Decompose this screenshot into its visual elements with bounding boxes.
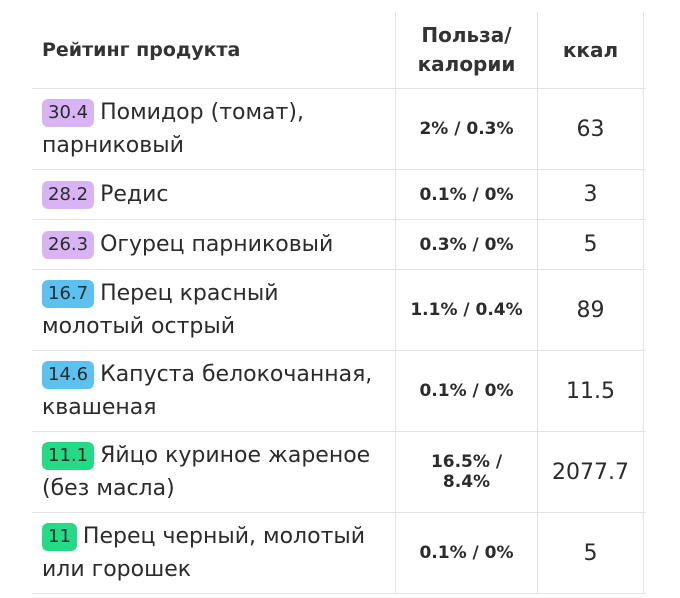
kcal-cell: 11.5 [538,351,644,431]
kcal-cell: 2077.7 [538,432,644,512]
kcal-cell: 89 [538,270,644,350]
ratio-cell: 2% / 0.3% [396,89,538,169]
product-cell: 11.1 Яйцо куриное жареное (без масла) [32,432,396,512]
rating-badge: 26.3 [42,231,95,259]
kcal-cell: 5 [538,513,644,593]
kcal-cell: 5 [538,220,644,269]
table-row[interactable]: 14.6 Капуста белокочанная, квашеная 0.1% … [32,351,646,432]
ratio-value: 16.5% / 8.4% [430,452,503,492]
product-name[interactable]: Помидор (томат), парниковый [42,100,304,158]
product-name[interactable]: Редис [100,182,169,207]
product-name[interactable]: Перец черный, молотый или горошек [42,524,366,582]
table-row[interactable]: 16.7 Перец красный молотый острый 1.1% / … [32,270,646,351]
ratio-value: 2% / 0.3% [419,119,514,139]
product-name[interactable]: Перец красный молотый острый [42,281,279,339]
table-row[interactable]: 26.3 Огурец парниковый 0.3% / 0% 5 [32,220,646,270]
table-row[interactable]: 30.4 Помидор (томат), парниковый 2% / 0.3… [32,89,646,170]
kcal-value: 3 [583,182,598,207]
product-cell: 14.6 Капуста белокочанная, квашеная [32,351,396,431]
product-cell: 28.2 Редис [32,170,396,219]
kcal-value: 89 [576,297,605,323]
rating-badge: 30.4 [42,99,95,127]
table-row[interactable]: 11 Перец черный, молотый или горошек 0.1%… [32,513,646,594]
ratio-cell: 16.5% / 8.4% [396,432,538,512]
table-row[interactable]: 28.2 Редис 0.1% / 0% 3 [32,170,646,220]
header-product[interactable]: Рейтинг продукта [32,12,396,88]
kcal-value: 5 [583,540,598,566]
kcal-value: 63 [576,116,605,142]
ratio-value: 0.3% / 0% [419,234,514,255]
ratio-cell: 0.3% / 0% [396,220,538,269]
product-name[interactable]: Капуста белокочанная, квашеная [42,362,373,420]
product-cell: 11 Перец черный, молотый или горошек [32,513,396,593]
kcal-value: 2077.7 [552,459,629,485]
rating-badge: 11 [42,523,77,551]
kcal-value: 5 [583,232,598,257]
product-name[interactable]: Яйцо куриное жареное (без масла) [42,443,371,501]
ratio-value: 0.1% / 0% [419,381,514,401]
rating-badge: 11.1 [42,442,95,470]
rating-badge: 16.7 [42,280,95,308]
product-name[interactable]: Огурец парниковый [100,232,334,257]
rating-badge: 14.6 [42,361,95,389]
header-ratio-line1: Польза/ [421,23,512,47]
ratio-value: 1.1% / 0.4% [410,300,523,320]
product-cell: 16.7 Перец красный молотый острый [32,270,396,350]
kcal-cell: 63 [538,89,644,169]
product-cell: 30.4 Помидор (томат), парниковый [32,89,396,169]
table-row[interactable]: 11.1 Яйцо куриное жареное (без масла) 16.… [32,432,646,513]
ratio-value: 0.1% / 0% [419,543,514,563]
header-ratio-line2: калории [417,52,516,76]
table-header: Рейтинг продукта Польза/ калории ккал [32,12,646,89]
ratio-cell: 0.1% / 0% [396,170,538,219]
ratio-cell: 0.1% / 0% [396,351,538,431]
header-ratio[interactable]: Польза/ калории [396,12,538,88]
nutrition-table: Рейтинг продукта Польза/ калории ккал 30… [32,12,646,594]
kcal-value: 11.5 [566,378,615,404]
kcal-cell: 3 [538,170,644,219]
product-cell: 26.3 Огурец парниковый [32,220,396,269]
ratio-value: 0.1% / 0% [419,184,514,205]
ratio-cell: 1.1% / 0.4% [396,270,538,350]
ratio-cell: 0.1% / 0% [396,513,538,593]
rating-badge: 28.2 [42,181,95,209]
header-kcal[interactable]: ккал [538,12,644,88]
